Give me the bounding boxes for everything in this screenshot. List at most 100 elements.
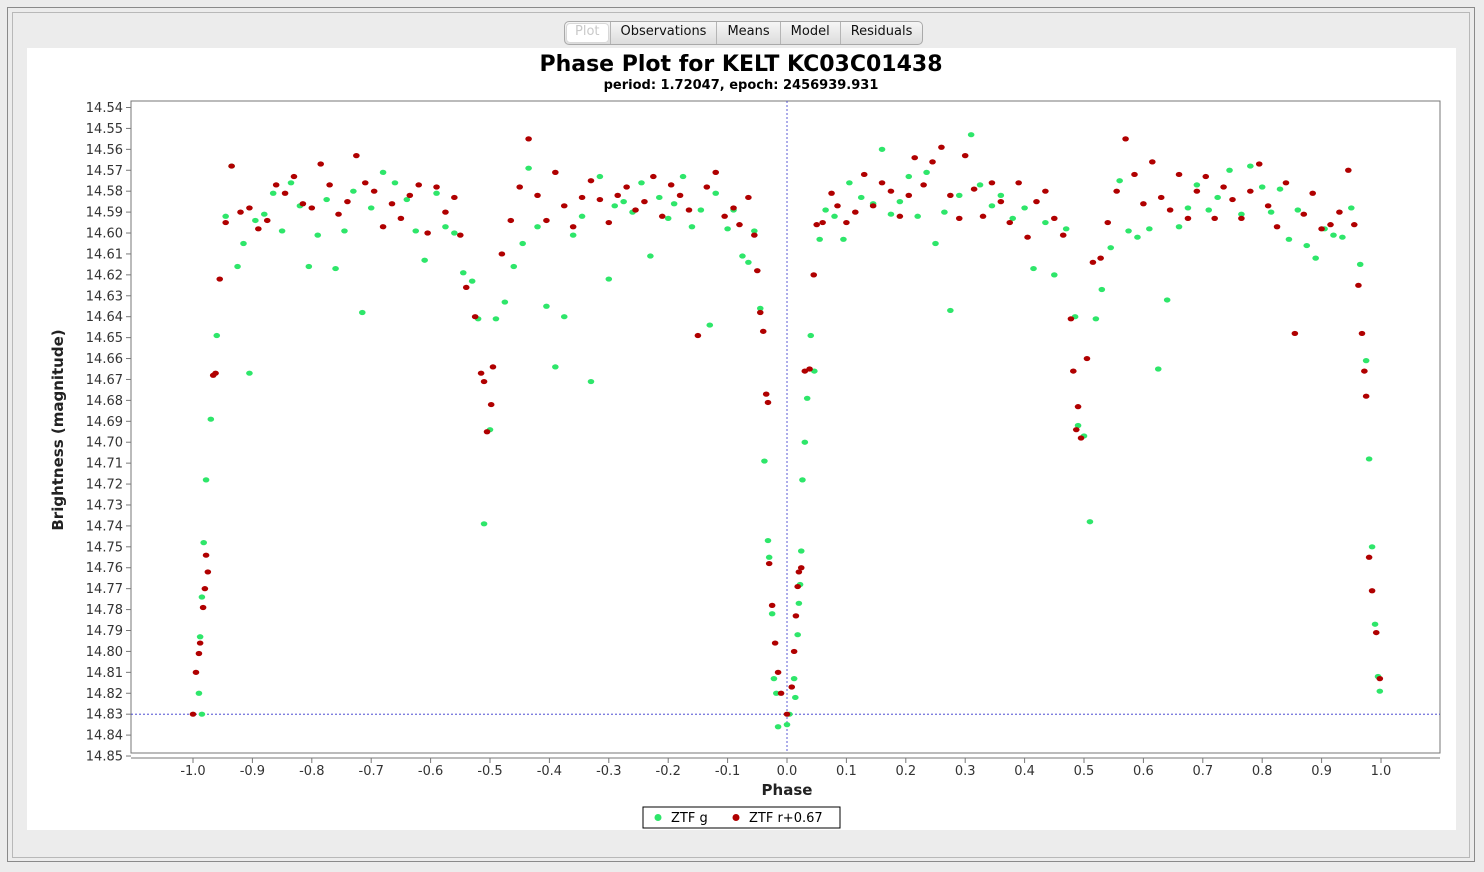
data-point [1098, 286, 1106, 293]
legend-marker-ztf-g [654, 814, 662, 821]
data-point [632, 207, 639, 213]
data-point [560, 203, 568, 209]
data-point [765, 554, 773, 560]
data-point [1009, 215, 1017, 221]
x-tick-label: 0.0 [777, 764, 798, 779]
x-tick-label: 0.2 [895, 764, 916, 779]
data-point [860, 171, 868, 178]
data-point [1226, 167, 1233, 173]
phase-plot-chart[interactable]: Phase Plot for KELT KC03C01438 period: 1… [27, 48, 1456, 830]
data-point [777, 690, 785, 696]
data-point [1072, 427, 1080, 433]
data-point [988, 180, 996, 186]
data-point [1365, 554, 1373, 560]
data-point [255, 226, 262, 232]
y-tick-label: 14.65 [86, 331, 123, 346]
data-point [222, 213, 229, 219]
data-point [1372, 629, 1380, 636]
data-point [1339, 234, 1346, 240]
data-point [299, 201, 307, 207]
tab-means[interactable]: Means [716, 22, 779, 44]
data-point [852, 209, 859, 215]
data-point [498, 251, 506, 257]
data-point [788, 684, 796, 690]
data-point [761, 458, 768, 464]
data-point [483, 429, 491, 435]
data-point [1355, 282, 1362, 288]
y-tick-label: 14.79 [86, 624, 123, 639]
data-point [896, 199, 904, 205]
data-point [281, 190, 289, 196]
y-tick-label: 14.61 [86, 247, 123, 262]
data-point [911, 155, 919, 161]
data-point [955, 215, 963, 221]
data-point [843, 219, 850, 226]
data-point [688, 224, 696, 230]
y-tick-label: 14.66 [86, 352, 123, 367]
data-point [198, 594, 206, 600]
x-tick-label: 0.6 [1133, 764, 1154, 779]
data-point [462, 284, 470, 291]
y-tick-label: 14.85 [86, 750, 123, 765]
data-point [1051, 272, 1058, 278]
data-point [353, 153, 360, 159]
data-point [510, 263, 518, 270]
tab-observations[interactable]: Observations [609, 22, 717, 44]
data-point [552, 169, 559, 175]
data-point [938, 144, 945, 150]
y-tick-label: 14.56 [86, 143, 123, 158]
data-point [1318, 226, 1325, 232]
data-point [1238, 211, 1245, 217]
data-point [487, 401, 495, 408]
y-axis-label: Brightness (magnitude) [49, 329, 67, 530]
data-point [1193, 188, 1201, 194]
data-point [252, 217, 259, 224]
y-tick-label: 14.67 [86, 373, 123, 388]
data-point [480, 521, 488, 527]
data-point [196, 640, 204, 646]
data-point [388, 201, 396, 207]
data-point [816, 236, 823, 242]
data-point [834, 203, 841, 209]
data-point [1146, 226, 1153, 232]
data-point [1294, 207, 1302, 213]
y-tick-label: 14.54 [86, 101, 123, 116]
x-axis-label: Phase [762, 781, 813, 799]
data-point [196, 634, 204, 640]
data-point [1273, 224, 1281, 230]
data-point [1327, 222, 1334, 228]
data-point [192, 669, 200, 675]
tab-model[interactable]: Model [779, 22, 840, 44]
tab-plot[interactable]: Plot [566, 23, 609, 43]
legend-box [642, 806, 841, 829]
y-tick-label: 14.73 [86, 498, 123, 513]
data-point [988, 203, 996, 209]
view-tabs: Plot Observations Means Model Residuals [564, 21, 924, 45]
data-point [869, 203, 877, 209]
y-tick-label: 14.59 [86, 206, 123, 221]
y-tick-label: 14.69 [86, 415, 123, 430]
data-point [195, 650, 203, 657]
data-point [764, 537, 772, 544]
y-tick-label: 14.64 [86, 310, 123, 325]
data-point [605, 219, 613, 226]
data-point [1312, 255, 1319, 261]
data-point [569, 224, 577, 230]
data-point [1107, 245, 1115, 251]
data-point [679, 173, 687, 180]
data-point [379, 169, 387, 175]
data-point [846, 180, 853, 186]
data-point [1140, 201, 1147, 207]
data-point [442, 224, 449, 230]
data-point [222, 219, 229, 226]
data-point [199, 604, 207, 611]
data-point [317, 161, 325, 167]
data-point [773, 690, 780, 696]
data-point [1376, 688, 1384, 694]
tab-residuals[interactable]: Residuals [839, 22, 923, 44]
x-axis: -1.0 -0.9 -0.8 -0.7 -0.6 -0.5 -0.4 -0.3 -0.2 -0.1… [131, 757, 1440, 779]
data-point [655, 194, 663, 201]
data-point [361, 180, 369, 186]
data-point [955, 192, 963, 198]
data-point [650, 173, 657, 180]
